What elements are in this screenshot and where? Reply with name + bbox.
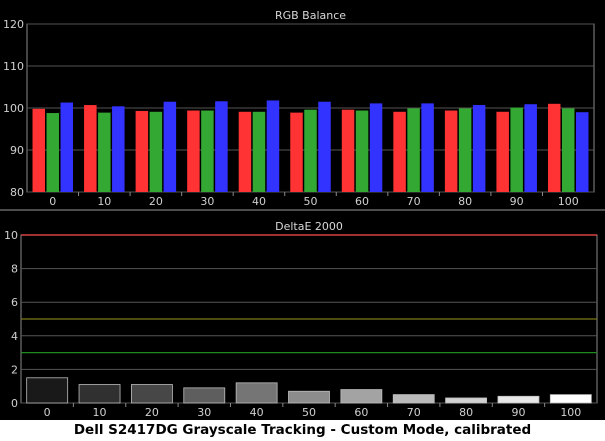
rgb-title: RGB Balance xyxy=(275,9,346,22)
rgb-ytick-label: 80 xyxy=(10,186,24,199)
rgb-bar-blue xyxy=(524,104,537,192)
rgb-xtick-label: 100 xyxy=(558,195,579,208)
deltae-bar xyxy=(235,382,278,404)
deltae-xtick-label: 70 xyxy=(407,406,421,419)
deltae-xtick-label: 0 xyxy=(44,406,51,419)
rgb-bar-red xyxy=(290,112,303,192)
rgb-bar-red xyxy=(238,111,252,192)
deltae-xtick-label: 20 xyxy=(145,406,159,419)
rgb-bar-blue xyxy=(266,100,280,192)
deltae-bar xyxy=(549,394,592,404)
deltae-bar xyxy=(340,389,383,404)
rgb-ytick-label: 110 xyxy=(3,60,24,73)
deltae-bar xyxy=(131,384,173,404)
rgb-bar-blue xyxy=(472,105,486,192)
rgb-xtick-label: 30 xyxy=(200,195,214,208)
rgb-bar-red xyxy=(135,110,149,192)
rgb-bar-red xyxy=(444,110,458,192)
rgb-bar-blue xyxy=(318,101,331,192)
rgb-bar-green xyxy=(98,112,111,192)
deltae-bar xyxy=(78,384,121,404)
deltae-title: DeltaE 2000 xyxy=(275,220,343,233)
rgb-bar-green xyxy=(46,113,60,192)
rgb-bar-blue xyxy=(60,102,74,192)
rgb-bar-blue xyxy=(575,112,589,192)
rgb-bar-blue xyxy=(369,103,383,192)
rgb-xtick-label: 90 xyxy=(510,195,524,208)
rgb-bar-red xyxy=(393,111,406,192)
rgb-bar-green xyxy=(149,111,163,192)
deltae-bar xyxy=(183,387,226,404)
figure-caption: Dell S2417DG Grayscale Tracking - Custom… xyxy=(73,422,532,438)
rgb-xtick-label: 50 xyxy=(304,195,318,208)
deltae-ytick-label: 10 xyxy=(4,229,18,242)
rgb-bar-red xyxy=(187,110,200,192)
deltae-bar xyxy=(392,394,435,404)
deltae-ytick-label: 0 xyxy=(11,397,18,410)
deltae-xtick-label: 30 xyxy=(197,406,211,419)
rgb-bar-blue xyxy=(112,106,125,192)
rgb-bar-red xyxy=(341,109,355,192)
rgb-ytick-label: 100 xyxy=(3,102,24,115)
rgb-bar-green xyxy=(458,108,472,192)
rgb-bar-red xyxy=(547,103,561,192)
rgb-bar-blue xyxy=(163,101,177,192)
rgb-bar-blue xyxy=(215,101,228,192)
rgb-bar-green xyxy=(252,111,266,192)
deltae-ytick-label: 2 xyxy=(11,363,18,376)
rgb-xtick-label: 80 xyxy=(458,195,472,208)
deltae-xtick-label: 50 xyxy=(302,406,316,419)
rgb-bar-red xyxy=(496,111,509,192)
rgb-bar-green xyxy=(561,108,575,192)
deltae-xtick-label: 40 xyxy=(250,406,264,419)
deltae-xtick-label: 10 xyxy=(93,406,107,419)
rgb-xtick-label: 0 xyxy=(49,195,56,208)
rgb-bar-green xyxy=(304,109,317,192)
deltae-xtick-label: 100 xyxy=(560,406,581,419)
rgb-xtick-label: 40 xyxy=(252,195,266,208)
rgb-bar-green xyxy=(407,108,420,192)
rgb-ytick-label: 120 xyxy=(3,18,24,31)
rgb-bar-green xyxy=(510,107,523,192)
deltae-bar xyxy=(288,390,330,404)
rgb-bar-green xyxy=(201,110,214,192)
rgb-bar-blue xyxy=(421,103,434,192)
rgb-xtick-label: 70 xyxy=(407,195,421,208)
rgb-xtick-label: 20 xyxy=(149,195,163,208)
deltae-xtick-label: 60 xyxy=(354,406,368,419)
deltae-bar xyxy=(497,395,540,404)
deltae-ytick-label: 4 xyxy=(11,330,18,343)
rgb-bar-red xyxy=(84,105,97,192)
deltae-bar xyxy=(445,397,487,404)
deltae-xtick-label: 90 xyxy=(511,406,525,419)
rgb-xtick-label: 60 xyxy=(355,195,369,208)
deltae-ytick-label: 8 xyxy=(11,263,18,276)
rgb-bar-green xyxy=(355,110,369,192)
rgb-xtick-label: 10 xyxy=(97,195,111,208)
rgb-ytick-label: 90 xyxy=(10,144,24,157)
rgb-bar-red xyxy=(32,108,46,192)
deltae-ytick-label: 6 xyxy=(11,296,18,309)
deltae-xtick-label: 80 xyxy=(459,406,473,419)
deltae-bar xyxy=(26,377,69,404)
